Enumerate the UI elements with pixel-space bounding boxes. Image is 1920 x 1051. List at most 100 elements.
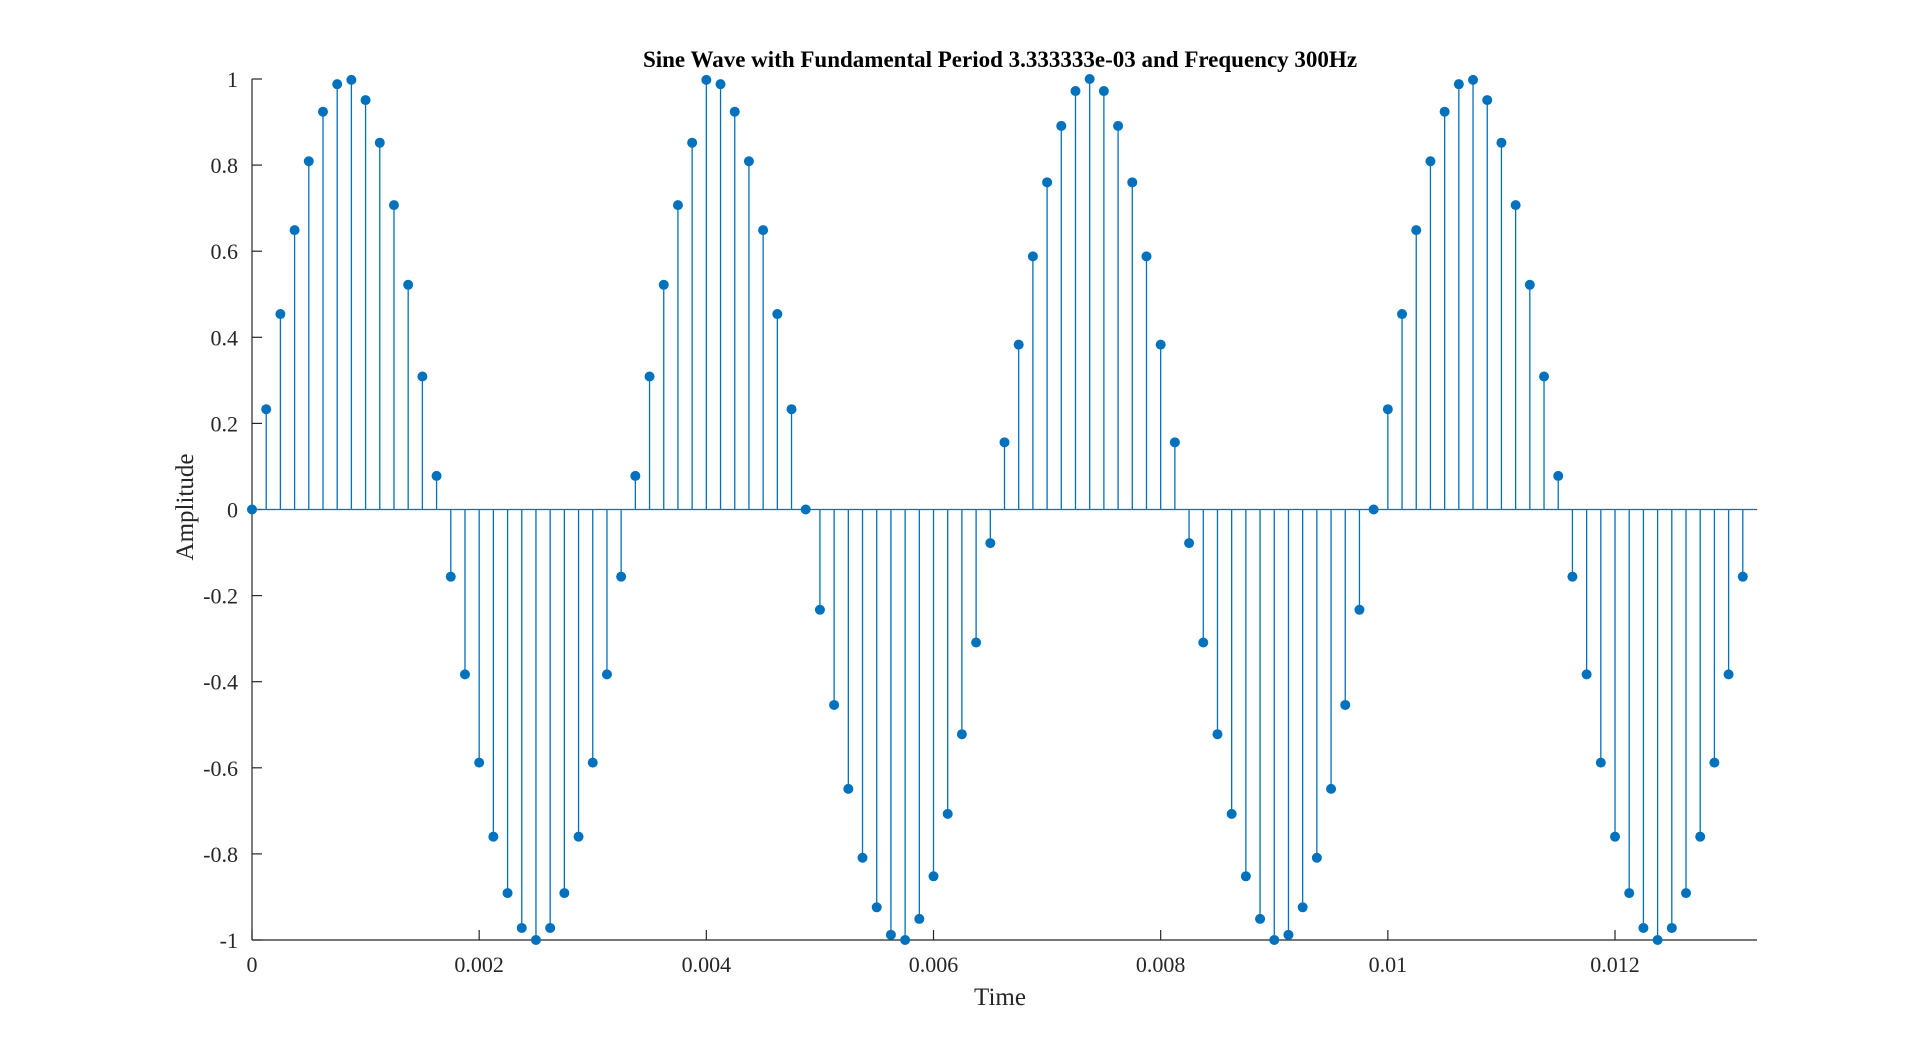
stem-marker [303, 156, 314, 167]
stem-marker [417, 371, 428, 382]
stem-marker [630, 470, 641, 481]
chart-title: Sine Wave with Fundamental Period 3.3333… [643, 47, 1357, 72]
stem-marker [545, 922, 556, 933]
x-tick-label: 0.002 [454, 952, 504, 977]
stem-marker [914, 913, 925, 924]
stem-marker [1681, 888, 1692, 899]
stem-marker [616, 571, 627, 582]
stem-marker [843, 783, 854, 794]
stem-marker [900, 935, 911, 945]
stem-marker [1723, 669, 1734, 680]
stem-marker [1709, 757, 1720, 768]
stem-marker [459, 669, 470, 680]
x-tick-label: 0.008 [1136, 952, 1186, 977]
stem-marker [374, 137, 385, 148]
stem-marker [1411, 225, 1422, 236]
stem-marker [1368, 504, 1379, 515]
stem-marker [601, 669, 612, 680]
x-tick-label: 0.012 [1590, 952, 1640, 977]
stem-marker [1496, 137, 1507, 148]
stem-marker [1198, 637, 1209, 648]
stem-marker [1127, 177, 1138, 188]
stem-marker [1013, 339, 1024, 350]
stem-marker [346, 74, 357, 85]
stem-marker [758, 225, 769, 236]
stem-marker [261, 404, 272, 415]
y-tick-label: 0.4 [211, 325, 239, 350]
stem-marker [928, 871, 939, 882]
stem-marker [488, 831, 499, 842]
stem-marker [658, 279, 669, 290]
stem-marker [1226, 808, 1237, 819]
stem-marker [1737, 571, 1748, 582]
stem-marker [1326, 783, 1337, 794]
stem-marker [559, 888, 570, 899]
stem-marker [1340, 699, 1351, 710]
stem-marker [403, 279, 414, 290]
stem-marker [1482, 95, 1493, 106]
stem-marker [360, 95, 371, 106]
stem-marker [1595, 757, 1606, 768]
stem-marker [1553, 470, 1564, 481]
stem-marker [715, 79, 726, 90]
stem-marker [672, 200, 683, 211]
stem-marker [1184, 538, 1195, 549]
stem-marker [289, 225, 300, 236]
x-tick-label: 0.01 [1369, 952, 1408, 977]
stem-marker [942, 808, 953, 819]
y-tick-label: 0.2 [211, 411, 239, 436]
stem-marker [885, 929, 896, 940]
stem-marker [687, 137, 698, 148]
stem-marker [1624, 888, 1635, 899]
stem-marker [388, 200, 399, 211]
stem-marker [502, 888, 513, 899]
stem-marker [1610, 831, 1621, 842]
x-axis-label: Time [974, 984, 1026, 1011]
stem-marker [1425, 156, 1436, 167]
stem-marker [1453, 79, 1464, 90]
stem-marker [247, 504, 257, 515]
stem-marker [772, 309, 783, 320]
plot-area: 0 0.002 0.004 0.006 0.008 0.01 0.012 -1 -0.8 -0.6… [203, 67, 1757, 977]
y-axis-label: Amplitude [172, 454, 199, 561]
stem-marker [1382, 404, 1393, 415]
stem-marker [800, 504, 811, 515]
stem-marker [1070, 86, 1081, 97]
stem-marker [1397, 309, 1408, 320]
stem-marker [1113, 120, 1124, 131]
stem-marker [573, 831, 584, 842]
stem-marker [1524, 279, 1535, 290]
stem-marker [644, 371, 655, 382]
stem-marker [516, 922, 527, 933]
stem-marker [1539, 371, 1550, 382]
stem-marker [985, 538, 996, 549]
stem-marker [1255, 913, 1266, 924]
stem-marker [1212, 729, 1223, 740]
stem-marker [1695, 831, 1706, 842]
stem-marker [1056, 120, 1067, 131]
stem-marker [871, 902, 882, 913]
stem-marker [1439, 106, 1450, 117]
stem-marker [1240, 871, 1251, 882]
stem-marker [1354, 604, 1365, 615]
stem-marker [1042, 177, 1053, 188]
stem-marker [317, 106, 328, 117]
y-tick-label: -0.8 [203, 842, 238, 867]
stem-marker [1510, 200, 1521, 211]
x-tick-label: 0.006 [909, 952, 959, 977]
stem-marker [1581, 669, 1592, 680]
y-tick-label: -0.6 [203, 756, 238, 781]
stem-marker [743, 156, 754, 167]
stem-marker [971, 637, 982, 648]
stem-marker [1169, 437, 1180, 448]
stem-marker [956, 729, 967, 740]
stem-marker [1269, 935, 1280, 945]
stem-marker [829, 699, 840, 710]
stem-marker [1155, 339, 1166, 350]
stem-marker [999, 437, 1010, 448]
stem-marker [786, 404, 797, 415]
stem-marker [1666, 922, 1677, 933]
y-tick-label: -0.4 [203, 670, 238, 695]
stem-marker [1311, 852, 1322, 863]
